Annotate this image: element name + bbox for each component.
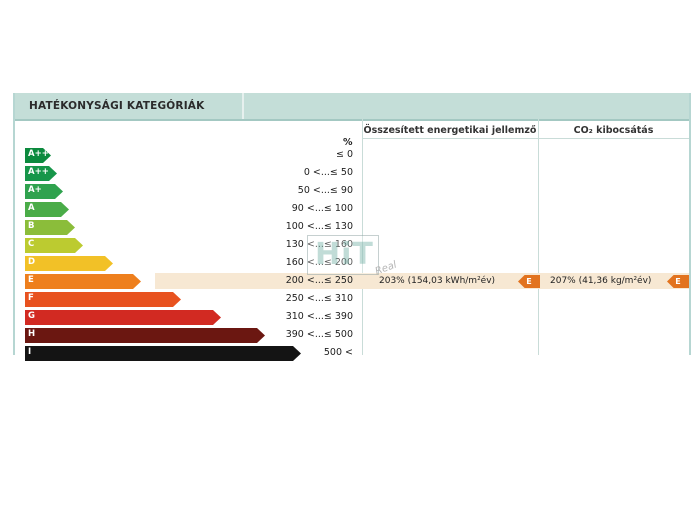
category-range: 250 <...≤ 310 [285,293,353,304]
category-range: 390 <...≤ 500 [285,329,353,340]
table-header: HATÉKONYSÁGI KATEGÓRIÁK [15,93,689,121]
category-label: C [28,239,35,249]
watermark-box [307,235,379,275]
co2-result-value: 207% (41,36 kg/m²év) [550,276,652,286]
category-label: F [28,293,34,303]
category-bar-0: A+++ [25,148,51,163]
watermark-text: HiT [315,237,374,272]
co2-class-tag: E [667,275,689,288]
category-range: 90 <...≤ 100 [291,203,353,214]
category-bar-10: H [25,328,265,343]
category-bar-9: G [25,310,221,325]
current-class-highlight [155,273,689,289]
category-range: 500 < [323,347,353,358]
category-label: I [28,347,32,357]
category-bar-11: I [25,346,301,361]
category-label: A+++ [28,149,56,159]
category-label: B [28,221,35,231]
category-range: 50 <...≤ 90 [297,185,353,196]
category-label: G [28,311,35,321]
column-divider-energy [362,119,363,355]
percent-header: % [343,137,353,148]
category-bar-1: A++ [25,166,57,181]
category-range: 200 <...≤ 250 [285,275,353,286]
watermark-logo: HiT Real [305,233,415,303]
column-header-energy: Összesített energetikai jellemző [363,125,537,136]
table-title: HATÉKONYSÁGI KATEGÓRIÁK [29,100,205,112]
efficiency-table: HATÉKONYSÁGI KATEGÓRIÁK Összesített ener… [13,93,691,355]
category-range: 100 <...≤ 130 [285,221,353,232]
category-range: ≤ 0 [335,149,353,160]
energy-result-value: 203% (154,03 kWh/m²év) [379,276,496,286]
category-label: A+ [28,185,42,195]
energy-class-tag: E [518,275,540,288]
category-bar-7: E [25,274,141,289]
category-label: A++ [28,167,49,177]
category-label: D [28,257,36,267]
column-header-co2: CO₂ kibocsátás [573,125,654,136]
header-divider [242,93,244,119]
category-label: A [28,203,35,213]
category-bar-2: A+ [25,184,63,199]
category-bar-6: D [25,256,113,271]
column-header-rule [362,138,689,139]
category-range: 160 <...≤ 200 [285,257,353,268]
category-bar-3: A [25,202,69,217]
category-range: 310 <...≤ 390 [285,311,353,322]
category-range: 0 <...≤ 50 [303,167,353,178]
category-label: E [28,275,34,285]
category-bar-4: B [25,220,75,235]
category-bar-5: C [25,238,83,253]
category-range: 130 <...≤ 160 [285,239,353,250]
category-bar-8: F [25,292,181,307]
category-label: H [28,329,36,339]
column-divider-co2 [538,119,539,355]
